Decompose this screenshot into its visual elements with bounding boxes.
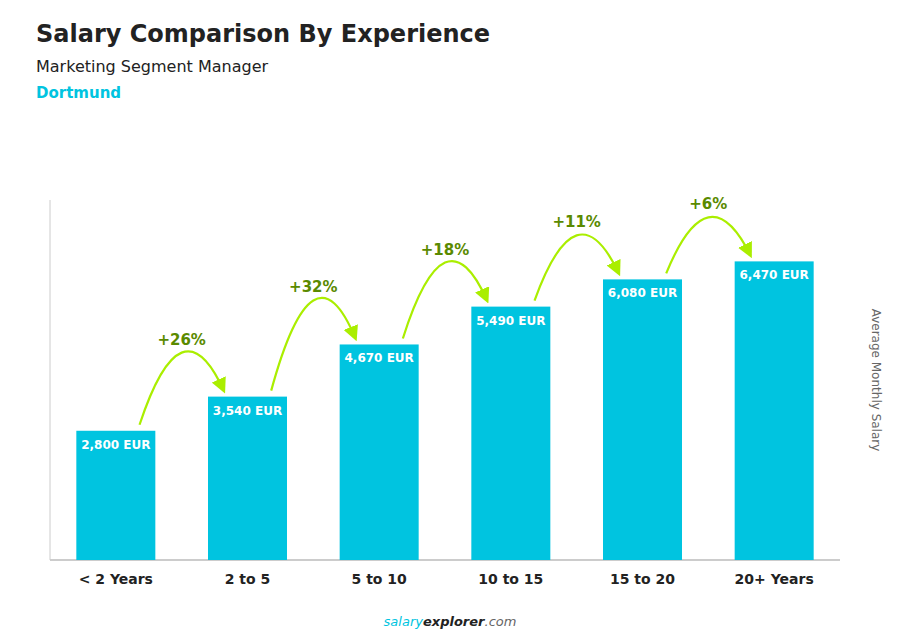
footer-part: .com (485, 614, 517, 629)
annotation: +18% (421, 241, 469, 259)
data-label: 3,540 EUR (213, 404, 282, 418)
bar (208, 397, 287, 560)
annotation: +26% (157, 331, 205, 349)
annotation: +6% (689, 195, 727, 213)
change-arrow (403, 261, 487, 338)
data-label: 2,800 EUR (81, 438, 150, 452)
city: Dortmund (36, 84, 121, 102)
chart-container: Salary Comparison By Experience Marketing… (0, 0, 900, 641)
title: Salary Comparison By Experience (36, 20, 490, 48)
data-label: 5,490 EUR (476, 314, 545, 328)
x-tick-label: < 2 Years (79, 571, 153, 587)
x-axis-line (50, 560, 840, 561)
data-label: 6,470 EUR (740, 268, 809, 282)
x-tick-label: 15 to 20 (610, 571, 675, 587)
x-tick-label: 10 to 15 (478, 571, 543, 587)
bar (603, 279, 682, 560)
bar (735, 261, 814, 560)
change-arrow (535, 234, 619, 300)
bar (76, 431, 155, 560)
change-arrow (140, 351, 224, 424)
footer: salaryexplorer.com (384, 614, 517, 629)
x-tick-label: 5 to 10 (352, 571, 408, 587)
data-label: 6,080 EUR (608, 286, 677, 300)
x-tick-label: 2 to 5 (225, 571, 271, 587)
change-arrow (666, 217, 750, 273)
bar (340, 344, 419, 560)
chart-svg: Salary Comparison By Experience Marketing… (0, 0, 900, 641)
x-tick-label: 20+ Years (735, 571, 814, 587)
data-label: 4,670 EUR (345, 351, 414, 365)
change-arrow (271, 298, 355, 391)
annotation: +11% (552, 213, 600, 231)
footer-part: explorer (423, 614, 486, 629)
bars (76, 261, 813, 560)
annotation: +32% (289, 278, 337, 296)
footer-part: salary (384, 614, 424, 629)
y-axis-line (50, 200, 51, 560)
subtitle: Marketing Segment Manager (36, 57, 268, 76)
bar (471, 307, 550, 560)
y-axis-label: Average Monthly Salary (869, 309, 883, 452)
